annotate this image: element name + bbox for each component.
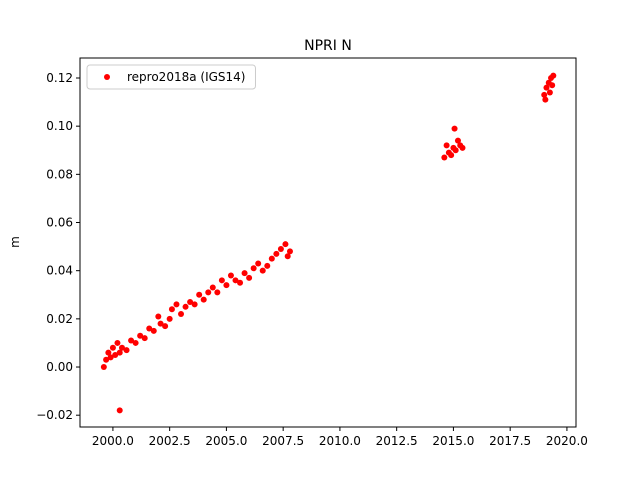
y-tick-label: 0.02 (46, 312, 73, 326)
point (246, 274, 253, 281)
point (105, 349, 112, 356)
x-tick-label: 2012.5 (376, 434, 418, 448)
point (116, 349, 123, 356)
chart-title: NPRI N (304, 38, 352, 54)
point (182, 303, 189, 310)
point (546, 89, 553, 96)
point (550, 72, 557, 79)
x-tick-label: 2000.0 (92, 434, 134, 448)
point (543, 84, 550, 91)
point (109, 344, 116, 351)
point (116, 407, 123, 414)
point (107, 354, 114, 361)
point (173, 301, 180, 308)
point (168, 306, 175, 313)
point (114, 339, 121, 346)
point (100, 364, 107, 371)
point (141, 335, 148, 342)
point (123, 347, 130, 354)
x-tick-label: 2017.5 (489, 434, 531, 448)
point (132, 339, 139, 346)
point (452, 147, 459, 154)
point (157, 320, 164, 327)
point (241, 270, 248, 277)
point (128, 337, 135, 344)
point (237, 279, 244, 286)
point (146, 325, 153, 332)
point (223, 282, 230, 289)
point (454, 137, 461, 144)
point (196, 291, 203, 298)
x-tick-label: 2015.0 (432, 434, 474, 448)
y-tick-label: 0.00 (46, 360, 73, 374)
point (187, 298, 194, 305)
point (549, 82, 556, 89)
point (441, 154, 448, 161)
point (542, 96, 549, 103)
point (166, 315, 173, 322)
point (232, 277, 239, 284)
x-tick-label: 2020.0 (546, 434, 588, 448)
point (277, 246, 284, 253)
point (112, 351, 119, 358)
point (218, 277, 225, 284)
y-tick-label: 0.06 (46, 216, 73, 230)
y-axis-label: m (8, 236, 22, 248)
point (448, 152, 455, 159)
point (209, 284, 216, 291)
point (214, 289, 221, 296)
point (268, 255, 275, 262)
point (273, 250, 280, 257)
point (259, 267, 266, 274)
point (255, 260, 262, 267)
y-tick-label: −0.02 (36, 408, 73, 422)
point (205, 289, 212, 296)
point (191, 301, 198, 308)
plot-frame (79, 57, 577, 428)
point (118, 344, 125, 351)
point (282, 241, 289, 248)
point (264, 262, 271, 269)
legend-label: repro2018a (IGS14) (127, 70, 245, 84)
point (286, 248, 293, 255)
y-tick-label: 0.10 (46, 119, 73, 133)
point (443, 142, 450, 149)
point (150, 327, 157, 334)
x-tick-label: 2007.5 (262, 434, 304, 448)
x-tick-label: 2010.0 (319, 434, 361, 448)
point (200, 296, 207, 303)
point (103, 356, 110, 363)
y-tick-label: 0.08 (46, 167, 73, 181)
point (227, 272, 234, 279)
y-tick-label: 0.12 (46, 71, 73, 85)
point (178, 311, 185, 318)
legend-box (86, 64, 256, 90)
point (137, 332, 144, 339)
point (250, 265, 257, 272)
point (162, 323, 169, 330)
x-tick-label: 2002.5 (149, 434, 191, 448)
point (541, 91, 548, 98)
x-tick-label: 2005.0 (205, 434, 247, 448)
point (284, 253, 291, 260)
y-tick-label: 0.04 (46, 264, 73, 278)
point (451, 125, 458, 132)
legend-marker (104, 74, 110, 80)
point (155, 313, 162, 320)
point (459, 144, 466, 151)
